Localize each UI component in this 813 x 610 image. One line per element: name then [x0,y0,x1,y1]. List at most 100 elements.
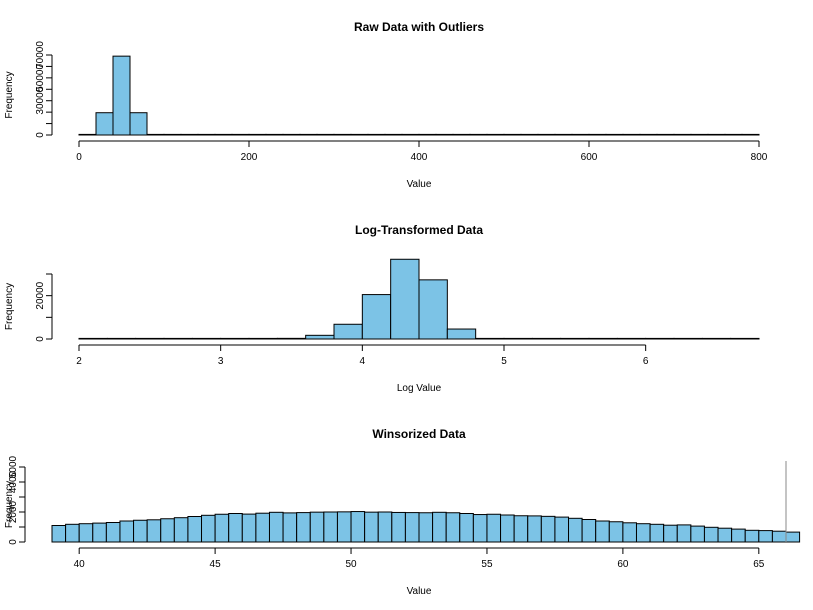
histogram-bar [520,133,539,136]
histogram-bar [432,511,447,543]
chart-panel-1: Raw Data with Outliers 0 200 400 600 800 0 3000… [4,20,768,190]
histogram-bar [367,133,386,136]
histogram-bar [581,519,597,543]
histogram-bar [248,133,267,136]
histogram-bar [231,133,250,136]
histogram-bar [255,512,270,543]
histogram-bar [268,511,284,543]
histogram-bar [605,133,624,136]
histogram-bar [197,133,216,136]
y-axis-label: Frequency [4,283,15,330]
histogram-bar [401,133,420,136]
histogram-bar [305,334,335,340]
histogram-bar [475,337,505,340]
y-tick-label: 50000 [35,64,46,92]
histogram-bar [758,530,773,543]
histogram-bar [690,133,709,136]
histogram-bar [78,523,94,543]
histogram-bar [220,337,250,340]
histogram-bar [435,133,454,136]
y-tick-label: 70000 [35,41,46,69]
histogram-bar [248,337,278,340]
histogram-bar [418,279,448,340]
histogram-bar [129,112,148,136]
y-tick-label: 0 [35,132,46,138]
histogram-bar [554,133,573,136]
histogram-bar [180,133,199,136]
histogram-bar [106,337,137,340]
histogram-bar [296,512,311,543]
histogram-bar [608,521,624,543]
histogram-bar [616,337,647,340]
chart-title: Raw Data with Outliers [354,20,484,34]
histogram-bar [364,511,379,543]
histogram-bar [146,133,165,136]
histogram-bar [163,337,193,340]
histogram-bar [731,528,746,543]
histogram-bar [333,323,363,340]
x-axis-label: Value [407,179,432,190]
histogram-bar [350,511,366,543]
histogram-bar [95,112,114,136]
histogram-bar [276,337,307,340]
histogram-bar [309,511,325,543]
histogram-bar [418,512,434,543]
histogram-bar [503,337,533,340]
histogram-bar [645,337,675,340]
x-tick-label: 2 [76,356,82,367]
histogram-bar [446,328,477,340]
x-tick-label: 4 [360,356,366,367]
histogram-bar [503,133,522,136]
histogram-bar [703,526,719,543]
bars [78,55,760,136]
histogram-bar [527,515,542,543]
histogram-bar [282,133,301,136]
histogram-bar [112,55,131,136]
x-tick-label: 400 [411,152,428,163]
histogram-bar [673,337,703,340]
histogram-bar [663,524,678,543]
bars [51,511,801,543]
histogram-bar [588,337,618,340]
histogram-bar [635,523,651,543]
histogram-bar [537,133,556,136]
x-tick-label: 600 [581,152,598,163]
x-tick-label: 0 [76,152,82,163]
histogram-bar [299,133,318,136]
histogram-bar [445,512,461,543]
y-tick-label: 0 [8,539,19,545]
histogram-bar [513,515,529,543]
histogram-bar [560,337,590,340]
histogram-bar [571,133,590,136]
histogram-bar [540,515,556,543]
histogram-bar [228,513,243,543]
histogram-bar [187,516,203,543]
y-tick-label: 30000 [35,86,46,114]
x-tick-label: 55 [481,559,493,570]
x-tick-label: 6 [643,356,649,367]
chart-panel-3: Winsorized Data 40 45 50 55 60 65 0 2000 40005000… [4,427,801,597]
histogram-bar [472,514,488,543]
histogram-bar [785,531,801,543]
histogram-bar [78,337,108,340]
histogram-bar [730,337,760,340]
histogram-bar [701,337,732,340]
x-tick-label: 45 [210,559,222,570]
histogram-bar [173,517,189,543]
histogram-bar [404,512,420,543]
histogram-bar [656,133,675,136]
x-tick-label: 60 [617,559,629,570]
histogram-bar [724,133,743,136]
x-axis-label: Log Value [397,383,442,394]
y-axis-label: Frequency [4,71,15,118]
histogram-bar [622,133,641,136]
histogram-bar [201,514,216,543]
x-tick-label: 50 [345,559,357,570]
x-tick-label: 5 [501,356,507,367]
histogram-bar [649,523,665,543]
histogram-bar [163,133,182,136]
x-tick-label: 200 [241,152,258,163]
y-tick-label: 0 [35,336,46,342]
histogram-bar [316,133,335,136]
